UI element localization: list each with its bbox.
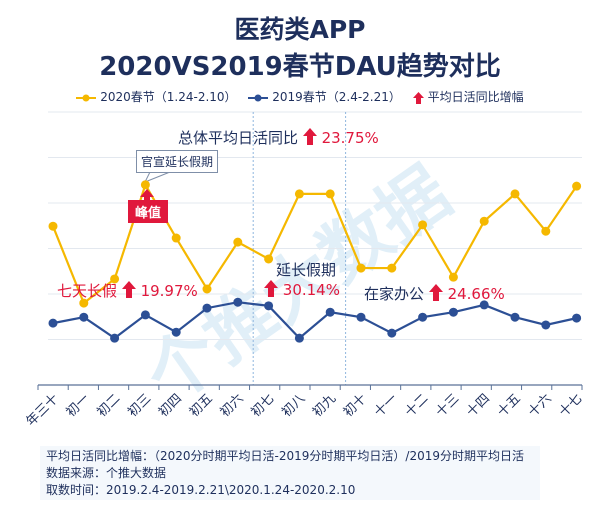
chart-title-line1: 医药类APP bbox=[234, 15, 366, 44]
chart-title-line2: 2020VS2019春节DAU趋势对比 bbox=[99, 52, 501, 82]
x-tick-label: 初八 bbox=[279, 391, 308, 420]
data-point-2020 bbox=[264, 254, 274, 264]
data-point-2019 bbox=[448, 307, 458, 317]
legend-item-2020: 2020春节（1.24-2.10） bbox=[76, 90, 240, 104]
seven-day-value: 19.97% bbox=[140, 282, 198, 300]
x-tick-label: 十三 bbox=[433, 391, 462, 420]
callout-extended-holiday: 官宣延长假期 bbox=[136, 150, 219, 173]
footer-period: 取数时间：2019.2.4-2019.2.21\2020.1.24-2020.2… bbox=[46, 483, 356, 497]
callout-pointer bbox=[143, 171, 171, 183]
data-point-2019 bbox=[48, 318, 58, 328]
data-point-2019 bbox=[572, 313, 582, 323]
wfh-value: 24.66% bbox=[447, 285, 505, 303]
peak-badge: 峰值 bbox=[128, 200, 169, 223]
seven-day-annotation: 七天长假 19.97% bbox=[57, 280, 198, 301]
x-tick-label: 初五 bbox=[187, 391, 216, 420]
x-tick-label: 初六 bbox=[218, 391, 247, 420]
data-point-2019 bbox=[294, 333, 304, 343]
data-point-2019 bbox=[325, 307, 335, 317]
x-tick-label: 初二 bbox=[94, 391, 123, 420]
x-tick-label: 十五 bbox=[495, 391, 524, 420]
seven-day-label: 七天长假 bbox=[57, 282, 118, 300]
data-point-2019 bbox=[110, 333, 120, 343]
extended-annotation: 30.14% bbox=[264, 280, 340, 299]
data-point-2020 bbox=[418, 220, 428, 230]
data-point-2020 bbox=[233, 237, 243, 247]
up-arrow-icon bbox=[121, 281, 136, 298]
data-point-2020 bbox=[356, 263, 366, 273]
x-tick-label: 十二 bbox=[402, 391, 431, 420]
data-point-2019 bbox=[140, 310, 150, 320]
peak-arrow-icon bbox=[140, 189, 154, 202]
footer-formula: 平均日活同比增幅：（2020分时期平均日活-2019分时期平均日活）/2019分… bbox=[46, 449, 524, 463]
up-arrow-icon bbox=[412, 91, 424, 104]
data-point-2020 bbox=[140, 180, 150, 190]
overall-label: 总体平均日活同比 bbox=[178, 129, 299, 147]
footer-notes: 平均日活同比增幅：（2020分时期平均日活-2019分时期平均日活）/2019分… bbox=[40, 446, 540, 500]
data-point-2019 bbox=[541, 320, 551, 330]
data-point-2019 bbox=[356, 312, 366, 322]
overall-annotation: 总体平均日活同比 23.75% bbox=[178, 127, 379, 148]
x-tick-label: 初三 bbox=[125, 391, 154, 420]
data-point-2019 bbox=[479, 300, 489, 310]
data-point-2020 bbox=[448, 272, 458, 282]
x-tick-label: 初十 bbox=[341, 391, 370, 420]
data-point-2019 bbox=[510, 312, 520, 322]
data-point-2020 bbox=[79, 298, 89, 308]
up-arrow-icon bbox=[264, 280, 278, 297]
x-tick-label: 十六 bbox=[526, 391, 555, 420]
series-line-2019 bbox=[52, 301, 577, 340]
data-point-2020 bbox=[541, 226, 551, 236]
data-point-2020 bbox=[572, 181, 582, 191]
data-point-2020 bbox=[325, 189, 335, 199]
data-point-2020 bbox=[202, 284, 212, 294]
data-point-2019 bbox=[202, 303, 212, 313]
data-point-2020 bbox=[294, 189, 304, 199]
x-tick-label: 初一 bbox=[64, 391, 93, 420]
legend-marker-2019-icon bbox=[248, 94, 269, 101]
data-point-2020 bbox=[110, 274, 120, 284]
overall-value: 23.75% bbox=[321, 129, 379, 147]
x-tick-label: 初四 bbox=[156, 391, 185, 420]
legend-item-2019: 2019春节（2.4-2.21） bbox=[248, 90, 404, 104]
legend-label-2020: 2020春节（1.24-2.10） bbox=[100, 90, 237, 104]
wfh-label: 在家办公 bbox=[364, 285, 425, 303]
data-point-2020 bbox=[387, 263, 397, 273]
data-point-2020 bbox=[479, 216, 489, 226]
x-tick-label: 初九 bbox=[310, 391, 339, 420]
legend-item-increase: 平均日活同比增幅 bbox=[412, 90, 524, 104]
wfh-annotation: 在家办公 24.66% bbox=[364, 283, 505, 304]
data-point-2019 bbox=[233, 297, 243, 307]
legend-label-increase: 平均日活同比增幅 bbox=[427, 90, 524, 104]
data-point-2019 bbox=[79, 312, 89, 322]
up-arrow-icon bbox=[302, 128, 317, 145]
extended-label: 延长假期 bbox=[276, 261, 337, 279]
legend: 2020春节（1.24-2.10） 2019春节（2.4-2.21） 平均日活同… bbox=[0, 88, 600, 105]
extended-value: 30.14% bbox=[282, 281, 340, 299]
x-tick-label: 年三十 bbox=[24, 391, 62, 429]
data-point-2019 bbox=[387, 328, 397, 338]
data-point-2019 bbox=[171, 327, 181, 337]
x-tick-label: 十四 bbox=[464, 391, 493, 420]
legend-label-2019: 2019春节（2.4-2.21） bbox=[272, 90, 401, 104]
legend-marker-2020-icon bbox=[76, 94, 97, 101]
data-point-2019 bbox=[264, 301, 274, 311]
data-point-2020 bbox=[510, 189, 520, 199]
up-arrow-icon bbox=[428, 284, 443, 301]
x-tick-label: 十七 bbox=[556, 391, 585, 420]
footer-source: 数据来源：个推大数据 bbox=[46, 466, 167, 480]
x-tick-label: 十一 bbox=[372, 391, 401, 420]
data-point-2020 bbox=[48, 221, 58, 231]
data-point-2019 bbox=[418, 312, 428, 322]
data-point-2020 bbox=[171, 233, 181, 243]
x-tick-label: 初七 bbox=[248, 391, 277, 420]
